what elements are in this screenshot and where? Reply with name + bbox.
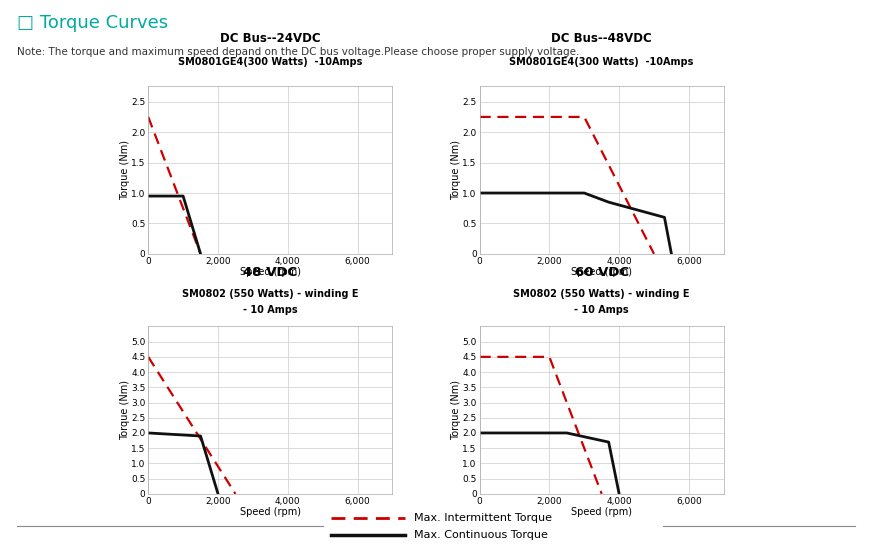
Y-axis label: Torque (Nm): Torque (Nm)	[451, 380, 461, 440]
Text: - 10 Amps: - 10 Amps	[575, 305, 629, 315]
Text: SM0801GE4(300 Watts)  -10Amps: SM0801GE4(300 Watts) -10Amps	[178, 57, 363, 67]
X-axis label: Speed (rpm): Speed (rpm)	[240, 507, 301, 517]
Text: DC Bus--48VDC: DC Bus--48VDC	[551, 32, 652, 45]
Text: □ Torque Curves: □ Torque Curves	[17, 14, 168, 32]
Text: Max. Intermittent Torque: Max. Intermittent Torque	[414, 513, 552, 523]
X-axis label: Speed (rpm): Speed (rpm)	[240, 267, 301, 277]
X-axis label: Speed (rpm): Speed (rpm)	[571, 507, 632, 517]
Text: Max. Continuous Torque: Max. Continuous Torque	[414, 530, 548, 540]
Text: Note: The torque and maximum speed depand on the DC bus voltage.Please choose pr: Note: The torque and maximum speed depan…	[17, 47, 580, 57]
Y-axis label: Torque (Nm): Torque (Nm)	[119, 140, 130, 200]
Text: 60 VDC: 60 VDC	[575, 266, 629, 279]
Y-axis label: Torque (Nm): Torque (Nm)	[451, 140, 461, 200]
Text: SM0802 (550 Watts) - winding E: SM0802 (550 Watts) - winding E	[182, 288, 358, 299]
Text: 48 VDC: 48 VDC	[243, 266, 297, 279]
Text: SM0801GE4(300 Watts)  -10Amps: SM0801GE4(300 Watts) -10Amps	[509, 57, 694, 67]
X-axis label: Speed (rpm): Speed (rpm)	[571, 267, 632, 277]
Text: SM0802 (550 Watts) - winding E: SM0802 (550 Watts) - winding E	[514, 288, 690, 299]
Y-axis label: Torque (Nm): Torque (Nm)	[119, 380, 130, 440]
Text: - 10 Amps: - 10 Amps	[243, 305, 297, 315]
Text: DC Bus--24VDC: DC Bus--24VDC	[220, 32, 321, 45]
